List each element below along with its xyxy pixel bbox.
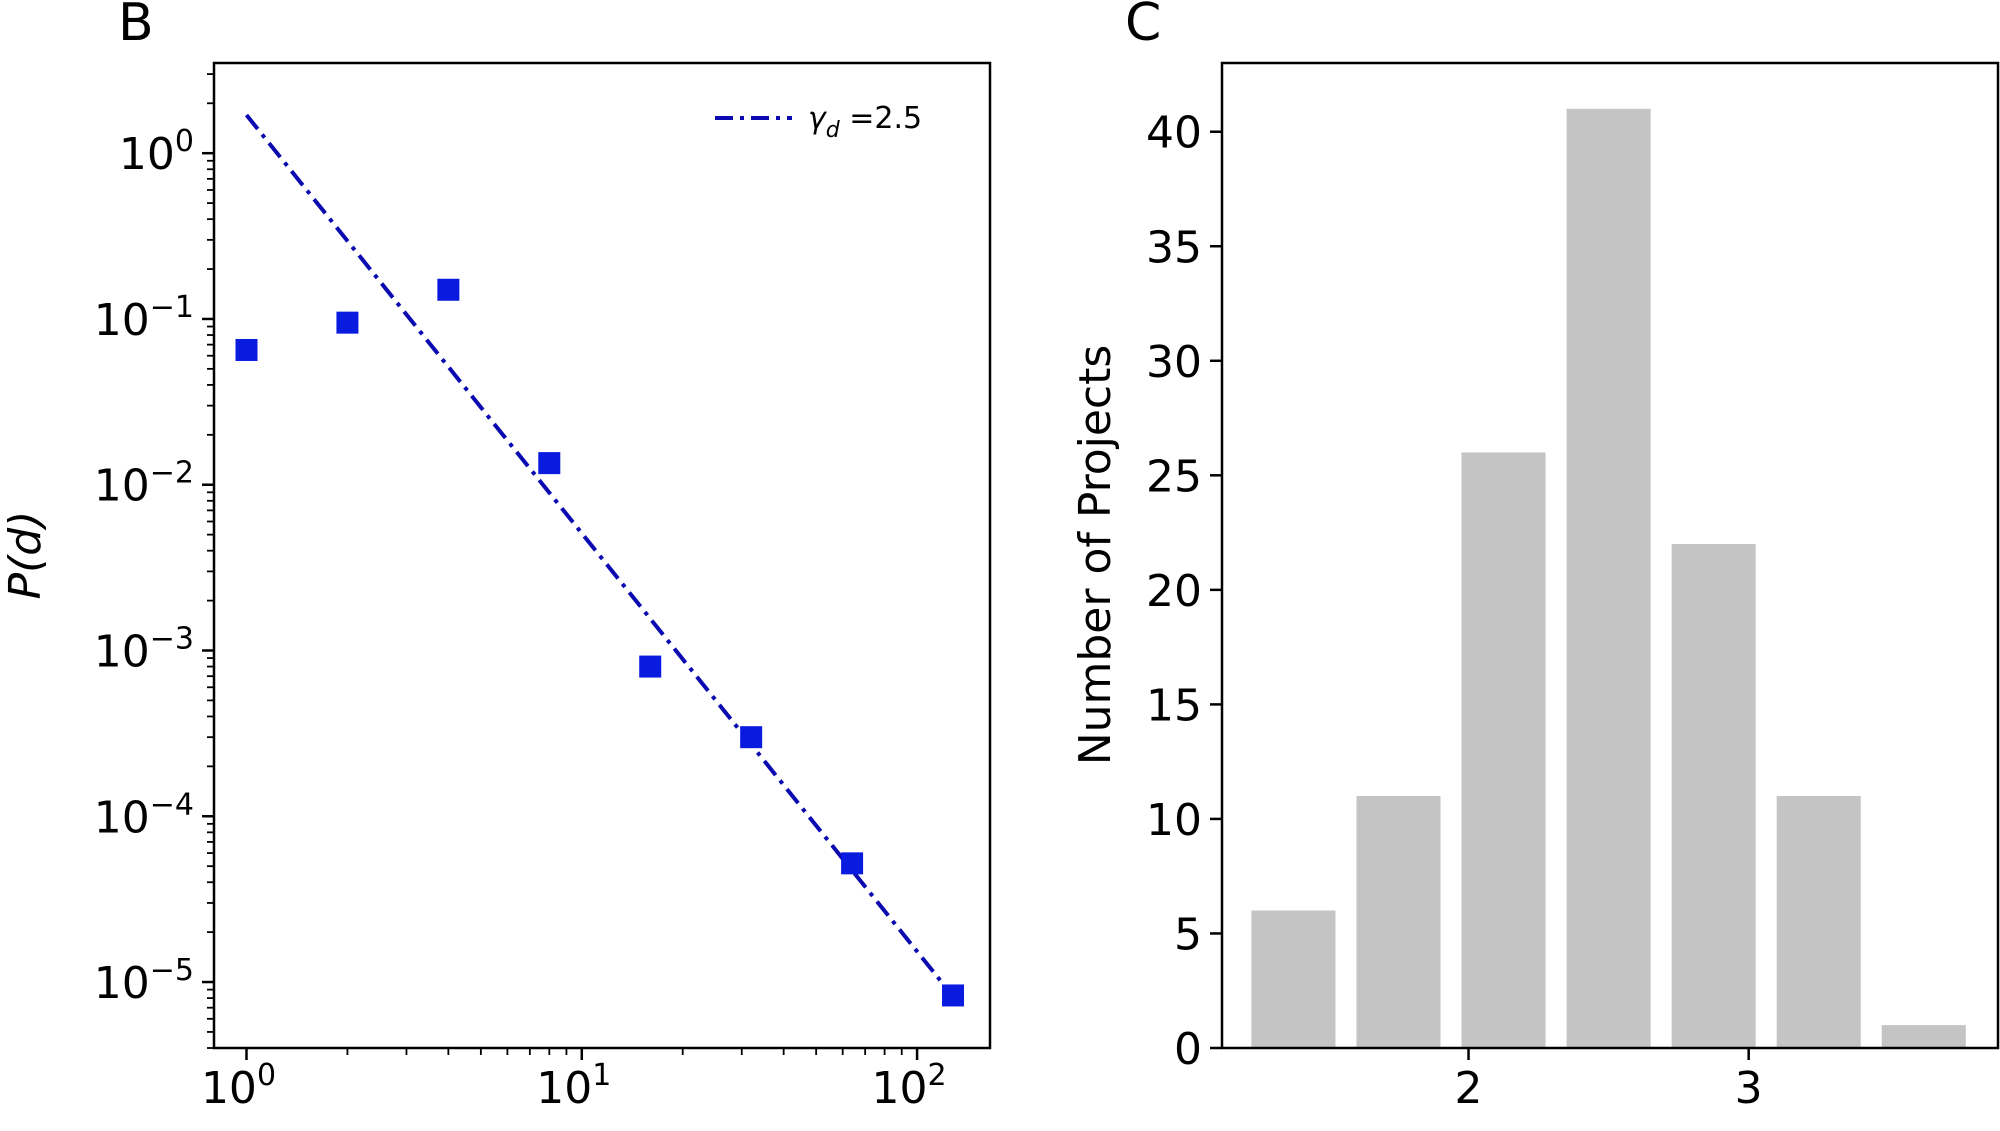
y-tick-label: 10−1	[94, 290, 194, 346]
x-tick-label: 100	[201, 1058, 276, 1114]
y-tick-label: 25	[1146, 451, 1202, 502]
bar	[1461, 452, 1546, 1049]
y-tick-label: 10−3	[94, 621, 194, 677]
y-tick-label: 20	[1146, 566, 1202, 617]
x-tick-label: 102	[872, 1058, 947, 1114]
panel-c-letter: C	[1125, 0, 1161, 53]
panel-b-ticks: 100 101 102 100 10−1 10−2 10−3 10−4 10−5	[94, 73, 947, 1114]
panel-b-letter: B	[118, 0, 154, 53]
y-tick-label: 100	[119, 124, 194, 180]
y-tick-label: 0	[1174, 1024, 1202, 1075]
panel-c-y-axis-label: Number of Projects	[1070, 345, 1121, 766]
bar	[1776, 796, 1861, 1048]
y-tick-label: 10−2	[94, 456, 194, 512]
y-tick-label: 30	[1146, 337, 1202, 388]
data-point	[336, 311, 359, 334]
data-point	[538, 452, 561, 475]
data-point	[841, 852, 864, 875]
panel-b-marks	[235, 113, 965, 1007]
panel-c-frame	[1220, 61, 2000, 1050]
panel-c-marks	[1251, 108, 1966, 1049]
y-tick-label: 10−5	[94, 953, 194, 1009]
y-tick-label: 10−4	[94, 787, 194, 843]
panel-b-y-axis-label: P(d)	[0, 511, 51, 600]
y-tick-label: 15	[1146, 680, 1202, 731]
legend-fit-line-label: γd =2.5	[808, 101, 922, 143]
bar	[1671, 544, 1756, 1048]
bar	[1881, 1025, 1966, 1048]
x-tick-label: 3	[1735, 1063, 1763, 1114]
data-point	[437, 278, 460, 301]
x-tick-label: 2	[1455, 1063, 1483, 1114]
y-tick-label: 35	[1146, 222, 1202, 273]
data-point	[235, 338, 258, 361]
bar	[1566, 108, 1651, 1048]
y-tick-label: 10	[1146, 795, 1202, 846]
data-point	[639, 655, 662, 678]
data-point	[740, 726, 763, 749]
x-tick-label: 101	[536, 1058, 611, 1114]
y-tick-label: 40	[1146, 108, 1202, 159]
y-tick-label: 5	[1174, 909, 1202, 960]
panel-b-legend: γd =2.5	[715, 101, 922, 143]
fit-line	[244, 113, 955, 998]
bar	[1251, 910, 1336, 1048]
bar	[1356, 796, 1441, 1048]
data-point	[942, 984, 965, 1007]
panel-b-frame	[212, 61, 992, 1050]
